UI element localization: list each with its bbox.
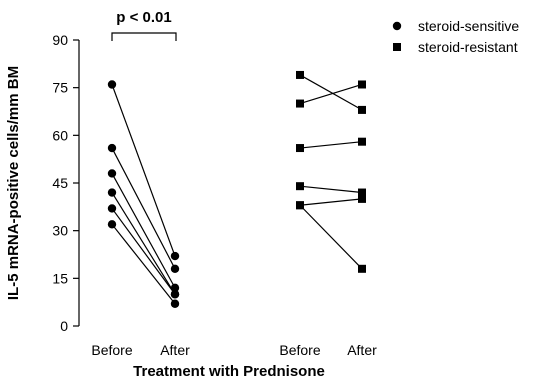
x-axis-title: Treatment with Prednisone bbox=[133, 363, 325, 380]
y-tick-label: 30 bbox=[52, 223, 68, 239]
subject-line bbox=[111, 192, 176, 295]
subject-line bbox=[299, 74, 363, 111]
legend: steroid-sensitive steroid-resistant bbox=[392, 18, 519, 55]
x-tick-labels: Before After Before After bbox=[91, 342, 377, 358]
subject-line bbox=[111, 147, 176, 270]
data-point-circle bbox=[107, 143, 117, 153]
data-point-square bbox=[296, 70, 304, 79]
data-point-square bbox=[358, 264, 366, 273]
subject-line bbox=[111, 173, 176, 289]
data-point-circle bbox=[107, 188, 117, 197]
significance-bracket: p < 0.01 bbox=[111, 9, 177, 41]
y-axis-title: IL-5 mRNA-positive cells/mm BM bbox=[5, 66, 22, 300]
x-tick-label: After bbox=[160, 342, 190, 358]
data-point-circle bbox=[170, 290, 180, 299]
legend-item-steroid-sensitive: steroid-sensitive bbox=[392, 18, 519, 34]
data-point-square bbox=[358, 194, 366, 203]
legend-label-steroid-resistant: steroid-resistant bbox=[418, 39, 518, 55]
data-point-circle bbox=[170, 251, 180, 261]
x-tick-label: Before bbox=[279, 342, 320, 358]
y-tick-label: 0 bbox=[60, 318, 68, 334]
subject-line bbox=[299, 204, 363, 270]
subject-line bbox=[111, 223, 176, 305]
data-point-circle bbox=[170, 299, 180, 308]
subject-line bbox=[299, 198, 363, 206]
legend-marker-square bbox=[393, 43, 401, 51]
series-layer bbox=[107, 70, 366, 308]
subject-line bbox=[111, 208, 176, 295]
data-point-square bbox=[296, 201, 304, 210]
x-tick-label: Before bbox=[91, 342, 132, 358]
legend-marker-circle bbox=[392, 21, 402, 31]
data-point-circle bbox=[107, 169, 117, 178]
data-point-circle bbox=[170, 264, 180, 273]
subject-line bbox=[299, 185, 363, 194]
data-point-square bbox=[296, 144, 304, 153]
legend-item-steroid-resistant: steroid-resistant bbox=[393, 39, 518, 55]
y-ticks: 0 15 30 45 60 75 90 bbox=[52, 32, 79, 334]
data-point-square bbox=[296, 99, 304, 108]
y-tick-label: 15 bbox=[52, 270, 68, 286]
y-tick-label: 90 bbox=[52, 32, 68, 48]
data-point-square bbox=[358, 137, 366, 146]
data-point-circle bbox=[107, 204, 117, 213]
significance-label: p < 0.01 bbox=[116, 9, 171, 26]
y-tick-label: 45 bbox=[52, 175, 68, 191]
data-point-square bbox=[296, 182, 304, 191]
legend-label-steroid-sensitive: steroid-sensitive bbox=[418, 18, 519, 34]
data-point-circle bbox=[107, 80, 117, 89]
x-tick-label: After bbox=[347, 342, 377, 358]
subject-line bbox=[299, 141, 363, 149]
y-tick-label: 60 bbox=[52, 127, 68, 143]
subject-line bbox=[299, 83, 363, 105]
subject-line bbox=[111, 84, 176, 257]
data-point-square bbox=[358, 80, 366, 89]
data-point-circle bbox=[107, 220, 117, 229]
data-point-square bbox=[358, 105, 366, 114]
y-tick-label: 75 bbox=[52, 80, 68, 96]
data-point-square bbox=[358, 188, 366, 197]
